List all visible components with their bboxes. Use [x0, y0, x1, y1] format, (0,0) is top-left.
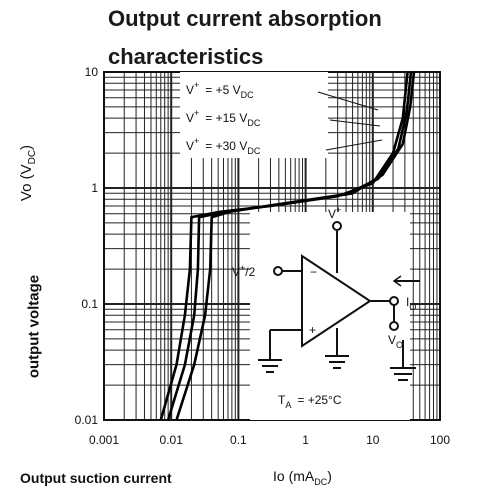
circuit-plus-label: + — [309, 323, 316, 337]
circuit-diagram — [258, 221, 420, 381]
circuit-vo-label: VO — [388, 333, 403, 350]
chart-title-line-1: Output current absorption — [108, 6, 382, 31]
curves — [159, 71, 416, 421]
x-axis-label: Output suction current — [20, 470, 172, 486]
y-tick-label: 0.01 — [75, 413, 99, 427]
x-tick-label: 1 — [302, 433, 309, 447]
chart-title-line-2: characteristics — [108, 44, 264, 69]
x-axis-unit-sub: DC — [314, 476, 328, 487]
circuit-minus-label: − — [310, 265, 317, 279]
curve-label-arrows — [317, 91, 383, 151]
x-tick-label: 0.01 — [160, 433, 184, 447]
curve-label-2: V+ = +15 VDC — [186, 108, 261, 128]
x-axis-unit-end: ) — [327, 468, 332, 484]
circuit-vplus-label: V+ — [328, 205, 341, 221]
y-tick-label: 0.1 — [81, 297, 98, 311]
x-axis-unit-text: Io (mA — [273, 468, 315, 484]
curve-label-3: V+ = +30 VDC — [186, 136, 261, 156]
curve-label-box — [180, 72, 328, 158]
x-tick-label: 10 — [366, 433, 380, 447]
curve-label-1: V+ = +5 VDC — [186, 80, 254, 100]
series-line-3 — [175, 71, 416, 421]
tick-labels: 0.001 0.01 0.1 1 10 100 0.01 0.1 1 10 — [75, 65, 451, 447]
x-tick-label: 0.001 — [89, 433, 119, 447]
ambient-temperature-label: TA = +25°C — [278, 393, 342, 410]
y-tick-label: 1 — [91, 181, 98, 195]
circuit-io-label: IO — [406, 295, 416, 312]
x-axis-unit: Io (mADC) — [273, 468, 332, 487]
x-tick-label: 0.1 — [230, 433, 247, 447]
y-tick-label: 10 — [85, 65, 99, 79]
x-tick-label: 100 — [430, 433, 450, 447]
circuit-input-label: V+/2 — [232, 263, 256, 279]
